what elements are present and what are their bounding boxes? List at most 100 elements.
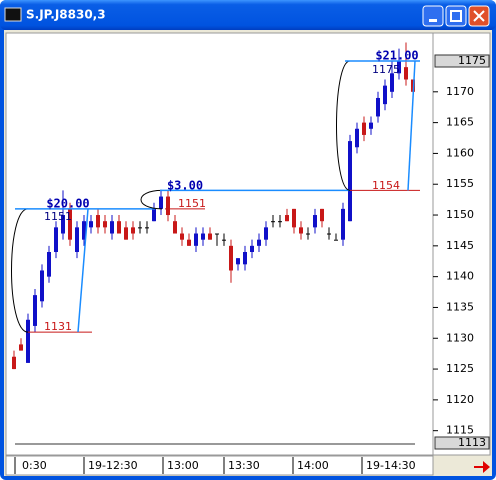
candle-body [320, 208, 324, 222]
measure-label: $3.00 [167, 179, 203, 193]
y-tick-label: 1165 [446, 116, 474, 129]
candle-body [173, 221, 177, 234]
x-tick-label: 14:00 [297, 459, 329, 472]
y-tick-label: 1115 [446, 424, 474, 437]
candle-body [250, 245, 254, 252]
measure-high-label: 1175 [372, 63, 400, 76]
candle-body [187, 239, 191, 246]
candle-body [166, 196, 170, 216]
candle-body [180, 233, 184, 240]
candle-body [117, 221, 121, 234]
scroll-arrow[interactable] [474, 461, 490, 473]
candle-body [243, 252, 247, 265]
y-tick-label: 1160 [446, 146, 474, 159]
candle-body [341, 208, 345, 240]
candle-body [82, 221, 86, 240]
close-icon [473, 10, 485, 22]
minimize-button[interactable] [422, 5, 444, 27]
candle-body [110, 221, 114, 234]
candle-body [236, 258, 240, 265]
price-box [434, 54, 490, 68]
candle-body [397, 61, 401, 74]
candle-body [33, 295, 37, 326]
price-axis [432, 32, 491, 456]
candle-body [12, 356, 16, 370]
price-box-label: 1113 [458, 436, 486, 449]
measure-diagonal [407, 60, 416, 191]
candle-body [327, 233, 331, 235]
candle-body [348, 141, 352, 222]
y-tick-label: 1135 [446, 300, 474, 313]
maximize-button[interactable] [445, 5, 467, 27]
candle-body [208, 233, 212, 240]
candle-body [271, 221, 275, 223]
x-tick-label: 13:30 [228, 459, 260, 472]
candle-body [131, 227, 135, 234]
measure-high-label: 1151 [44, 210, 72, 223]
candle-body [19, 344, 23, 351]
candle-body [75, 227, 79, 252]
window-title: S.JP.J8830,3 [26, 8, 106, 22]
candle-body [313, 215, 317, 228]
candle-body [299, 227, 303, 234]
candle-body [404, 67, 408, 80]
measure-low-label: 1131 [44, 320, 72, 333]
candle-body [369, 122, 373, 129]
candle-body [362, 122, 366, 135]
candle-body [285, 215, 289, 222]
x-tick-label: 19-14:30 [366, 459, 416, 472]
y-tick-label: 1125 [446, 362, 474, 375]
candle-body [215, 233, 219, 235]
candle-body [194, 233, 198, 246]
candle-body [103, 221, 107, 228]
candle-body [138, 227, 142, 229]
candle-body [54, 227, 58, 252]
candle-body [334, 239, 338, 241]
measure-diagonal [77, 208, 89, 333]
candle-body [152, 208, 156, 222]
x-tick-label: 0:30 [22, 459, 47, 472]
measure-low-label: 1151 [178, 197, 206, 210]
candle-body [68, 208, 72, 240]
candle-body [47, 252, 51, 277]
measure-label: $21.00 [375, 49, 418, 63]
candle-body [355, 128, 359, 148]
time-axis [5, 455, 434, 476]
candle-body [264, 227, 268, 240]
candle-body [26, 319, 30, 363]
minimize-icon [429, 19, 437, 22]
candle-body [376, 97, 380, 117]
y-tick-label: 1155 [446, 177, 474, 190]
title-bar [0, 0, 496, 30]
x-tick-label: 19-12:30 [88, 459, 138, 472]
measure-bracket [336, 60, 351, 191]
price-box-label: 1175 [458, 54, 486, 67]
candle-body [40, 270, 44, 302]
candle-body [124, 227, 128, 240]
candle-body [257, 239, 261, 246]
y-tick-label: 1140 [446, 270, 474, 283]
candle-body [222, 239, 226, 241]
y-tick-label: 1120 [446, 393, 474, 406]
candle-body [292, 208, 296, 228]
candle-body [383, 85, 387, 105]
maximize-icon [450, 10, 462, 22]
y-tick-label: 1130 [446, 331, 474, 344]
measure-bracket [11, 208, 29, 333]
candle-body [390, 73, 394, 92]
measure-low-label: 1154 [372, 179, 400, 192]
y-tick-label: 1170 [446, 85, 474, 98]
candle-body [96, 215, 100, 228]
candle-body [229, 245, 233, 271]
candle-body [278, 221, 282, 223]
candle-body [61, 215, 65, 234]
measure-label: $20.00 [46, 197, 89, 211]
candle-body [89, 221, 93, 228]
measure-bracket [140, 189, 163, 210]
app-icon [4, 7, 22, 22]
candle-body [145, 227, 149, 229]
candle-body [159, 196, 163, 209]
price-box [434, 436, 490, 450]
y-tick-label: 1150 [446, 208, 474, 221]
